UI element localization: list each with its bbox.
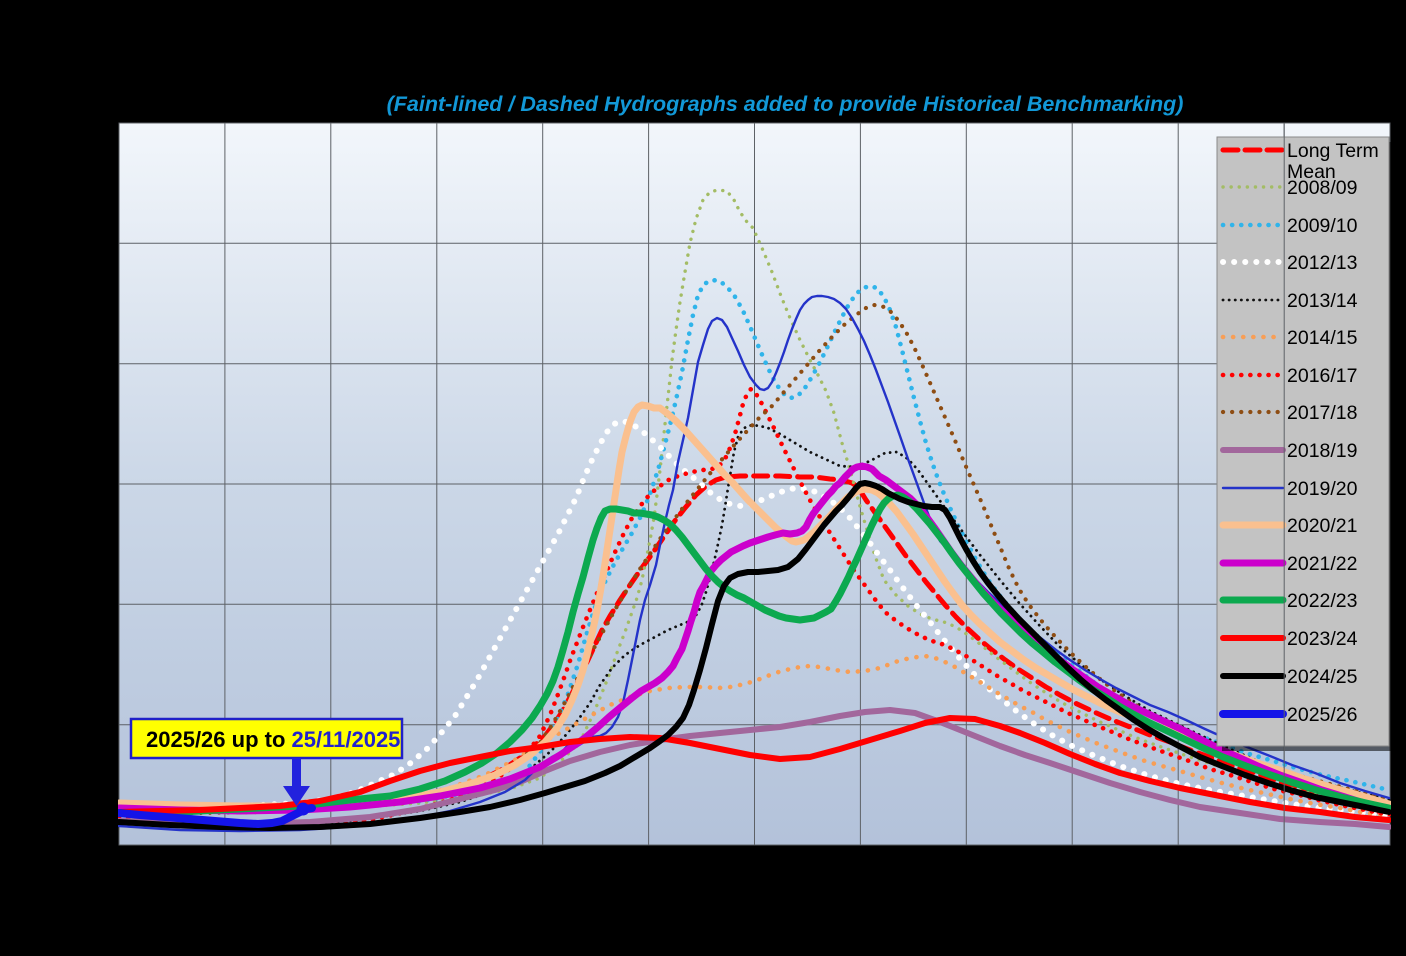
svg-text:2019/20: 2019/20 — [1287, 478, 1358, 500]
svg-text:2009/10: 2009/10 — [1287, 215, 1358, 237]
svg-text:2017/18: 2017/18 — [1287, 402, 1358, 424]
svg-text:2018/19: 2018/19 — [1287, 440, 1358, 462]
svg-text:2013/14: 2013/14 — [1287, 290, 1358, 312]
svg-text:2021/22: 2021/22 — [1287, 553, 1358, 575]
svg-text:2014/15: 2014/15 — [1287, 327, 1358, 349]
svg-text:2008/09: 2008/09 — [1287, 177, 1358, 199]
svg-text:Long Term: Long Term — [1287, 140, 1379, 162]
svg-text:2016/17: 2016/17 — [1287, 365, 1358, 387]
svg-text:2024/25: 2024/25 — [1287, 666, 1358, 688]
svg-text:2022/23: 2022/23 — [1287, 590, 1358, 612]
svg-text:Mean: Mean — [1287, 161, 1336, 183]
svg-text:2023/24: 2023/24 — [1287, 628, 1358, 650]
svg-text:2020/21: 2020/21 — [1287, 515, 1358, 537]
svg-text:2025/26: 2025/26 — [1287, 704, 1358, 726]
svg-text:2012/13: 2012/13 — [1287, 252, 1358, 274]
svg-text:2025/26 up to 25/11/2025: 2025/26 up to 25/11/2025 — [146, 727, 400, 752]
